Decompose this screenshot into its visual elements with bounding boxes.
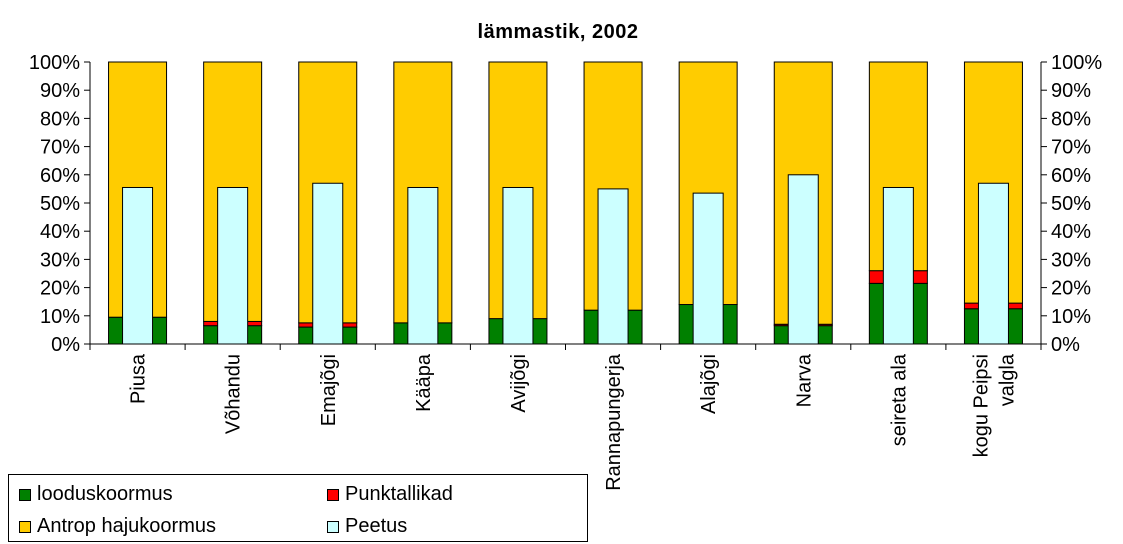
bar-peetus [597, 188, 629, 345]
y-tick-label-right: 10% [1051, 306, 1091, 328]
y-axis-right: 0% 10% 20% 30% 40% 50% 60% 70% 80% 90% 100% [1040, 52, 1102, 356]
y-tick-label-right: 0% [1051, 334, 1080, 356]
x-axis: Piusa Võhandu Emajõgi Kääpa Avijõgi Rannapung… [89, 343, 1042, 491]
bar-peetus [312, 182, 344, 345]
x-category-label: Rannapungerja [603, 353, 625, 491]
bar-peetus [122, 186, 154, 345]
bar-peetus [407, 186, 439, 345]
x-category-label: Piusa [128, 353, 150, 404]
legend-swatch-antrop-hajukoormus [19, 520, 31, 533]
bar-peetus [217, 186, 249, 345]
y-tick-label-left: 70% [40, 137, 80, 159]
x-category-label: kogu Peipsi [970, 354, 992, 457]
y-tick-label-right: 100% [1051, 52, 1102, 74]
legend-item-antrop-hajukoormus: Antrop hajukoormus [19, 515, 216, 538]
y-tick-label-left: 60% [40, 165, 80, 187]
y-tick-label-left: 40% [40, 221, 80, 243]
y-tick-label-right: 70% [1051, 137, 1091, 159]
y-tick-label-right: 60% [1051, 165, 1091, 187]
bar-peetus [882, 186, 914, 345]
x-category-label: Alajõgi [698, 354, 720, 414]
y-tick-label-left: 50% [40, 193, 80, 215]
legend-label: Peetus [345, 515, 408, 537]
x-category-label: Avijõgi [508, 354, 530, 413]
x-category-label: Kääpa [413, 353, 435, 412]
y-tick-label-left: 80% [40, 108, 80, 130]
y-tick-label-right: 30% [1051, 249, 1091, 271]
y-tick-label-right: 50% [1051, 193, 1091, 215]
y-tick-label-left: 0% [51, 334, 80, 356]
x-category-label: valgla [996, 353, 1018, 406]
y-tick-label-left: 10% [40, 306, 80, 328]
bar-peetus [692, 192, 724, 345]
y-tick-label-right: 80% [1051, 108, 1091, 130]
y-tick-label-left: 20% [40, 278, 80, 300]
legend-swatch-peetus [327, 520, 339, 533]
bar-segment-antrop-hajukoormus [583, 61, 643, 311]
legend-label: Punktallikad [345, 483, 453, 505]
legend: looduskoormus Punktallikad Antrop hajuko… [8, 474, 588, 542]
bar-peetus [502, 186, 534, 345]
chart-title: lämmastik, 2002 [478, 21, 639, 43]
y-tick-label-left: 30% [40, 249, 80, 271]
legend-label: Antrop hajukoormus [37, 515, 216, 537]
legend-item-punktallikad: Punktallikad [327, 483, 453, 506]
y-tick-label-left: 90% [40, 80, 80, 102]
legend-swatch-looduskoormus [19, 488, 31, 501]
x-category-label: Narva [793, 353, 815, 407]
y-tick-label-right: 20% [1051, 278, 1091, 300]
legend-item-peetus: Peetus [327, 515, 407, 538]
y-tick-label-left: 100% [29, 52, 80, 74]
y-axis-left: 0% 10% 20% 30% 40% 50% 60% 70% 80% 90% 100% [29, 52, 91, 356]
bar-peetus [977, 182, 1009, 345]
x-category-label: Võhandu [223, 354, 245, 434]
y-tick-label-right: 40% [1051, 221, 1091, 243]
legend-label: looduskoormus [37, 483, 173, 505]
legend-item-looduskoormus: looduskoormus [19, 483, 173, 506]
x-category-label: seireta ala [888, 353, 910, 446]
y-tick-label-right: 90% [1051, 80, 1091, 102]
bar-peetus [787, 174, 819, 345]
legend-swatch-punktallikad [327, 488, 339, 501]
plot-area [108, 61, 1023, 345]
x-category-label: Emajõgi [318, 354, 340, 426]
